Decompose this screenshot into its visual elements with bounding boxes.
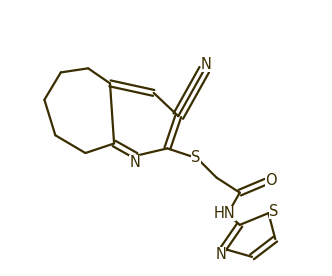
- Text: O: O: [265, 172, 277, 188]
- Text: N: N: [129, 155, 140, 170]
- Text: N: N: [201, 57, 212, 72]
- Text: HN: HN: [214, 206, 236, 221]
- Text: S: S: [191, 150, 201, 164]
- Text: S: S: [269, 204, 279, 219]
- Text: N: N: [215, 247, 226, 262]
